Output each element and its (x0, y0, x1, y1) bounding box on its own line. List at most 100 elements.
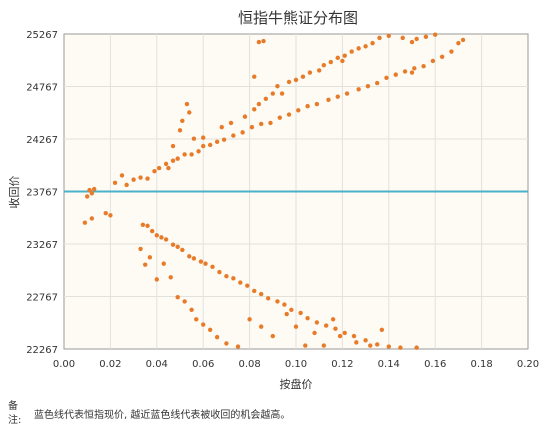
data-point (224, 341, 229, 346)
data-point (449, 49, 454, 54)
data-point (259, 121, 264, 127)
data-point (275, 299, 280, 304)
y-tick-label: 25267 (26, 30, 58, 41)
y-tick-label: 24267 (26, 135, 58, 146)
data-point (238, 280, 243, 285)
data-point (321, 62, 327, 68)
data-point (235, 344, 241, 349)
data-point (168, 275, 173, 280)
data-point (194, 317, 199, 322)
data-point (82, 220, 88, 225)
x-tick-label: 0.10 (285, 359, 307, 370)
data-point (363, 44, 368, 49)
data-point (154, 277, 159, 282)
data-point (298, 310, 303, 316)
data-point (414, 36, 419, 42)
data-point (138, 246, 143, 252)
data-point (370, 40, 375, 46)
data-point (191, 256, 197, 261)
data-point (170, 242, 176, 247)
data-point (217, 269, 222, 275)
data-point (379, 327, 385, 332)
data-point (375, 342, 380, 347)
data-point (275, 83, 280, 89)
data-point (289, 307, 294, 313)
data-point (175, 295, 180, 300)
data-point (268, 120, 273, 126)
data-point (356, 46, 361, 51)
x-tick-label: 0.02 (99, 359, 121, 370)
x-tick-label: 0.06 (192, 359, 214, 370)
data-point (330, 317, 336, 322)
data-point (196, 149, 201, 154)
data-point (240, 130, 245, 135)
data-point (201, 135, 206, 140)
data-point (423, 34, 429, 40)
x-axis-label: 按盘价 (280, 377, 313, 391)
data-point (284, 311, 289, 317)
data-point (277, 115, 282, 120)
data-point (323, 323, 329, 328)
data-point (402, 69, 408, 74)
data-point (175, 156, 180, 161)
data-point (421, 64, 426, 69)
data-point (161, 261, 166, 266)
data-point (317, 68, 322, 73)
data-point (149, 228, 155, 234)
data-point (384, 75, 389, 80)
data-point (300, 74, 306, 79)
x-tick-label: 0.14 (378, 359, 400, 370)
y-tick-label: 23767 (26, 188, 58, 199)
y-axis-label: 收回价 (7, 176, 21, 209)
data-point (279, 91, 285, 96)
data-point (314, 101, 320, 107)
x-tick-label: 0.12 (331, 359, 353, 370)
data-point (170, 158, 176, 163)
data-point (296, 108, 301, 113)
data-point (85, 194, 90, 199)
data-point (439, 54, 445, 59)
data-point (159, 235, 164, 240)
data-point (409, 70, 415, 75)
data-point (270, 91, 275, 96)
data-point (456, 40, 461, 46)
data-point (414, 345, 419, 350)
data-point (145, 176, 150, 181)
data-point (335, 55, 340, 61)
data-point (333, 326, 338, 331)
data-point (221, 137, 227, 142)
data-point (326, 97, 331, 103)
data-point (201, 322, 206, 327)
data-point (259, 324, 264, 329)
data-point (252, 74, 257, 79)
data-point (256, 101, 262, 107)
data-point (412, 66, 417, 71)
data-point (400, 35, 405, 41)
data-point (282, 302, 287, 307)
data-point (214, 139, 220, 145)
data-point (231, 133, 236, 138)
data-point (247, 317, 252, 322)
data-point (210, 264, 215, 269)
data-point (386, 344, 391, 349)
data-point (305, 103, 310, 109)
data-point (143, 262, 148, 267)
data-point (312, 330, 317, 336)
data-point (219, 124, 224, 130)
data-point (228, 120, 234, 126)
data-point (305, 316, 310, 321)
data-point (112, 180, 118, 185)
data-point (89, 191, 95, 196)
y-tick-label: 24767 (26, 83, 58, 94)
data-point (286, 112, 292, 117)
data-point (393, 72, 398, 77)
data-point (386, 33, 391, 38)
data-point (203, 261, 208, 266)
data-point (328, 59, 333, 65)
data-point (207, 327, 213, 332)
data-point (214, 334, 220, 340)
data-point (293, 324, 299, 329)
y-tick-label: 22267 (26, 345, 58, 356)
data-point (177, 128, 183, 133)
